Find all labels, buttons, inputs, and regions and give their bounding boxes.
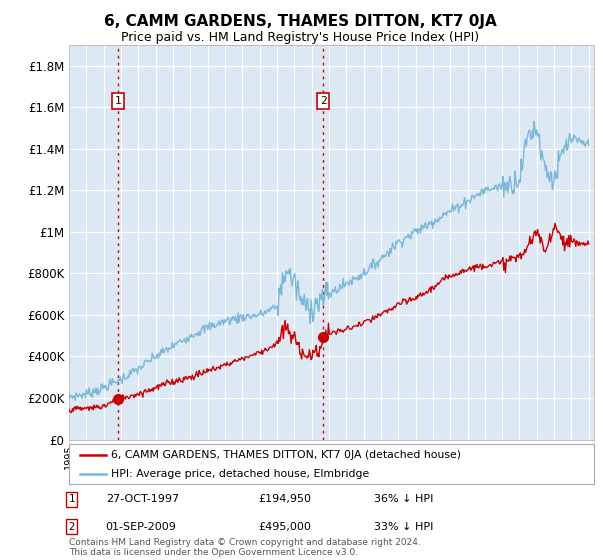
Text: 01-SEP-2009: 01-SEP-2009 [106, 522, 176, 532]
Text: HPI: Average price, detached house, Elmbridge: HPI: Average price, detached house, Elmb… [111, 469, 369, 478]
Text: Contains HM Land Registry data © Crown copyright and database right 2024.
This d: Contains HM Land Registry data © Crown c… [69, 538, 421, 557]
Text: 6, CAMM GARDENS, THAMES DITTON, KT7 0JA: 6, CAMM GARDENS, THAMES DITTON, KT7 0JA [104, 14, 496, 29]
Text: 33% ↓ HPI: 33% ↓ HPI [373, 522, 433, 532]
Text: 6, CAMM GARDENS, THAMES DITTON, KT7 0JA (detached house): 6, CAMM GARDENS, THAMES DITTON, KT7 0JA … [111, 450, 461, 460]
Text: 36% ↓ HPI: 36% ↓ HPI [373, 494, 433, 504]
Text: 2: 2 [320, 96, 326, 106]
Text: 1: 1 [115, 96, 121, 106]
Text: Price paid vs. HM Land Registry's House Price Index (HPI): Price paid vs. HM Land Registry's House … [121, 31, 479, 44]
Text: £495,000: £495,000 [258, 522, 311, 532]
Text: 2: 2 [68, 522, 75, 532]
Text: 1: 1 [68, 494, 75, 504]
Text: £194,950: £194,950 [258, 494, 311, 504]
Text: 27-OCT-1997: 27-OCT-1997 [106, 494, 179, 504]
